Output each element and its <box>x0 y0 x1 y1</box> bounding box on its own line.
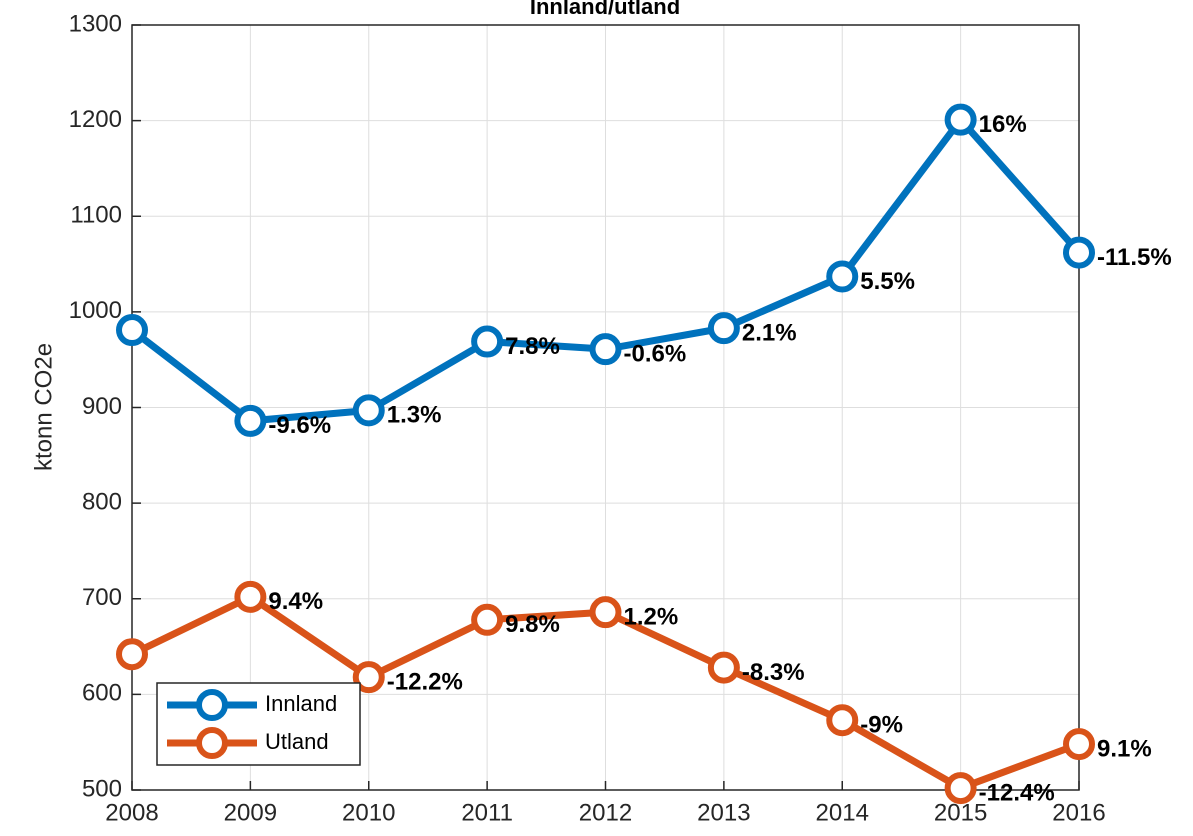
point-marker <box>116 638 148 671</box>
point-marker <box>944 772 977 805</box>
y-tick-label: 1200 <box>69 106 122 133</box>
data-label: 1.3% <box>387 402 442 429</box>
y-tick-label: 1000 <box>69 297 122 324</box>
legend-box <box>156 682 361 766</box>
y-tick-label: 700 <box>82 584 122 611</box>
data-label: 2.1% <box>742 319 797 346</box>
point-marker <box>471 603 504 636</box>
point-marker <box>944 103 977 136</box>
data-label: -0.6% <box>624 341 687 368</box>
point-marker <box>707 312 740 345</box>
point-marker <box>234 404 267 437</box>
point-marker <box>1063 728 1095 761</box>
x-tick-label: 2010 <box>342 799 395 826</box>
y-tick-label: 900 <box>82 393 122 420</box>
point-marker <box>826 704 859 737</box>
point-marker <box>234 580 267 613</box>
data-label: 9.8% <box>505 611 560 638</box>
data-label: -8.3% <box>742 659 805 686</box>
x-tick-label: 2016 <box>1052 799 1105 826</box>
point-marker <box>352 394 385 427</box>
y-tick-label: 800 <box>82 488 122 515</box>
point-marker <box>589 333 622 366</box>
y-tick-label: 600 <box>82 680 122 707</box>
data-label: -11.5% <box>1097 244 1172 271</box>
y-tick-label: 1100 <box>70 202 122 229</box>
point-marker <box>1063 236 1095 269</box>
point-marker <box>471 325 504 358</box>
y-tick-label: 1300 <box>69 10 122 37</box>
x-tick-label: 2008 <box>105 799 158 826</box>
point-marker <box>116 314 148 347</box>
data-label: 7.8% <box>505 333 560 360</box>
data-label: -9.6% <box>268 412 331 439</box>
legend-marker <box>196 689 228 721</box>
legend-marker <box>196 727 228 759</box>
point-marker <box>352 661 385 694</box>
x-tick-label: 2013 <box>697 799 750 826</box>
point-marker <box>826 260 859 293</box>
y-axis-label: ktonn CO2e <box>30 343 57 471</box>
x-tick-label: 2014 <box>816 799 869 826</box>
x-tick-label: 2011 <box>461 799 513 826</box>
data-label: -12.4% <box>979 779 1055 806</box>
data-label: 9.1% <box>1097 735 1152 762</box>
data-label: -12.2% <box>387 669 463 696</box>
y-tick-label: 500 <box>82 775 122 802</box>
x-tick-label: 2009 <box>224 799 277 826</box>
data-label: 5.5% <box>860 268 915 295</box>
data-label: 9.4% <box>268 588 323 615</box>
axes-box <box>131 24 1080 791</box>
legend-label: Innland <box>265 691 337 716</box>
legend-label: Utland <box>265 729 329 754</box>
data-label: 1.2% <box>624 603 679 630</box>
data-label: -9% <box>860 712 903 739</box>
data-label: 16% <box>979 111 1027 138</box>
x-tick-label: 2012 <box>579 799 632 826</box>
point-marker <box>707 651 740 684</box>
chart-title: Innland/utland <box>530 0 680 19</box>
point-marker <box>589 596 622 629</box>
